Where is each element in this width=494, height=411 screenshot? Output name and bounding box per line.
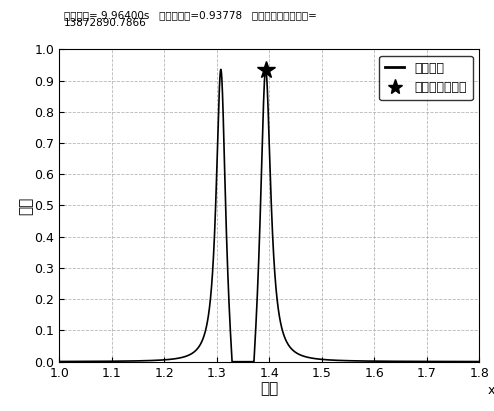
Text: 13872890.7866: 13872890.7866: [64, 18, 147, 28]
Text: 搜索时间= 9.96400s   搜索到频率=0.93778   搜索到频率对应效率=: 搜索时间= 9.96400s 搜索到频率=0.93778 搜索到频率对应效率=: [64, 10, 317, 20]
X-axis label: 频率: 频率: [260, 381, 278, 396]
Legend: 目标函数, 搜索到的最大值: 目标函数, 搜索到的最大值: [379, 55, 473, 100]
Y-axis label: 效率: 效率: [18, 196, 33, 215]
Text: x 10⁷: x 10⁷: [488, 383, 494, 397]
